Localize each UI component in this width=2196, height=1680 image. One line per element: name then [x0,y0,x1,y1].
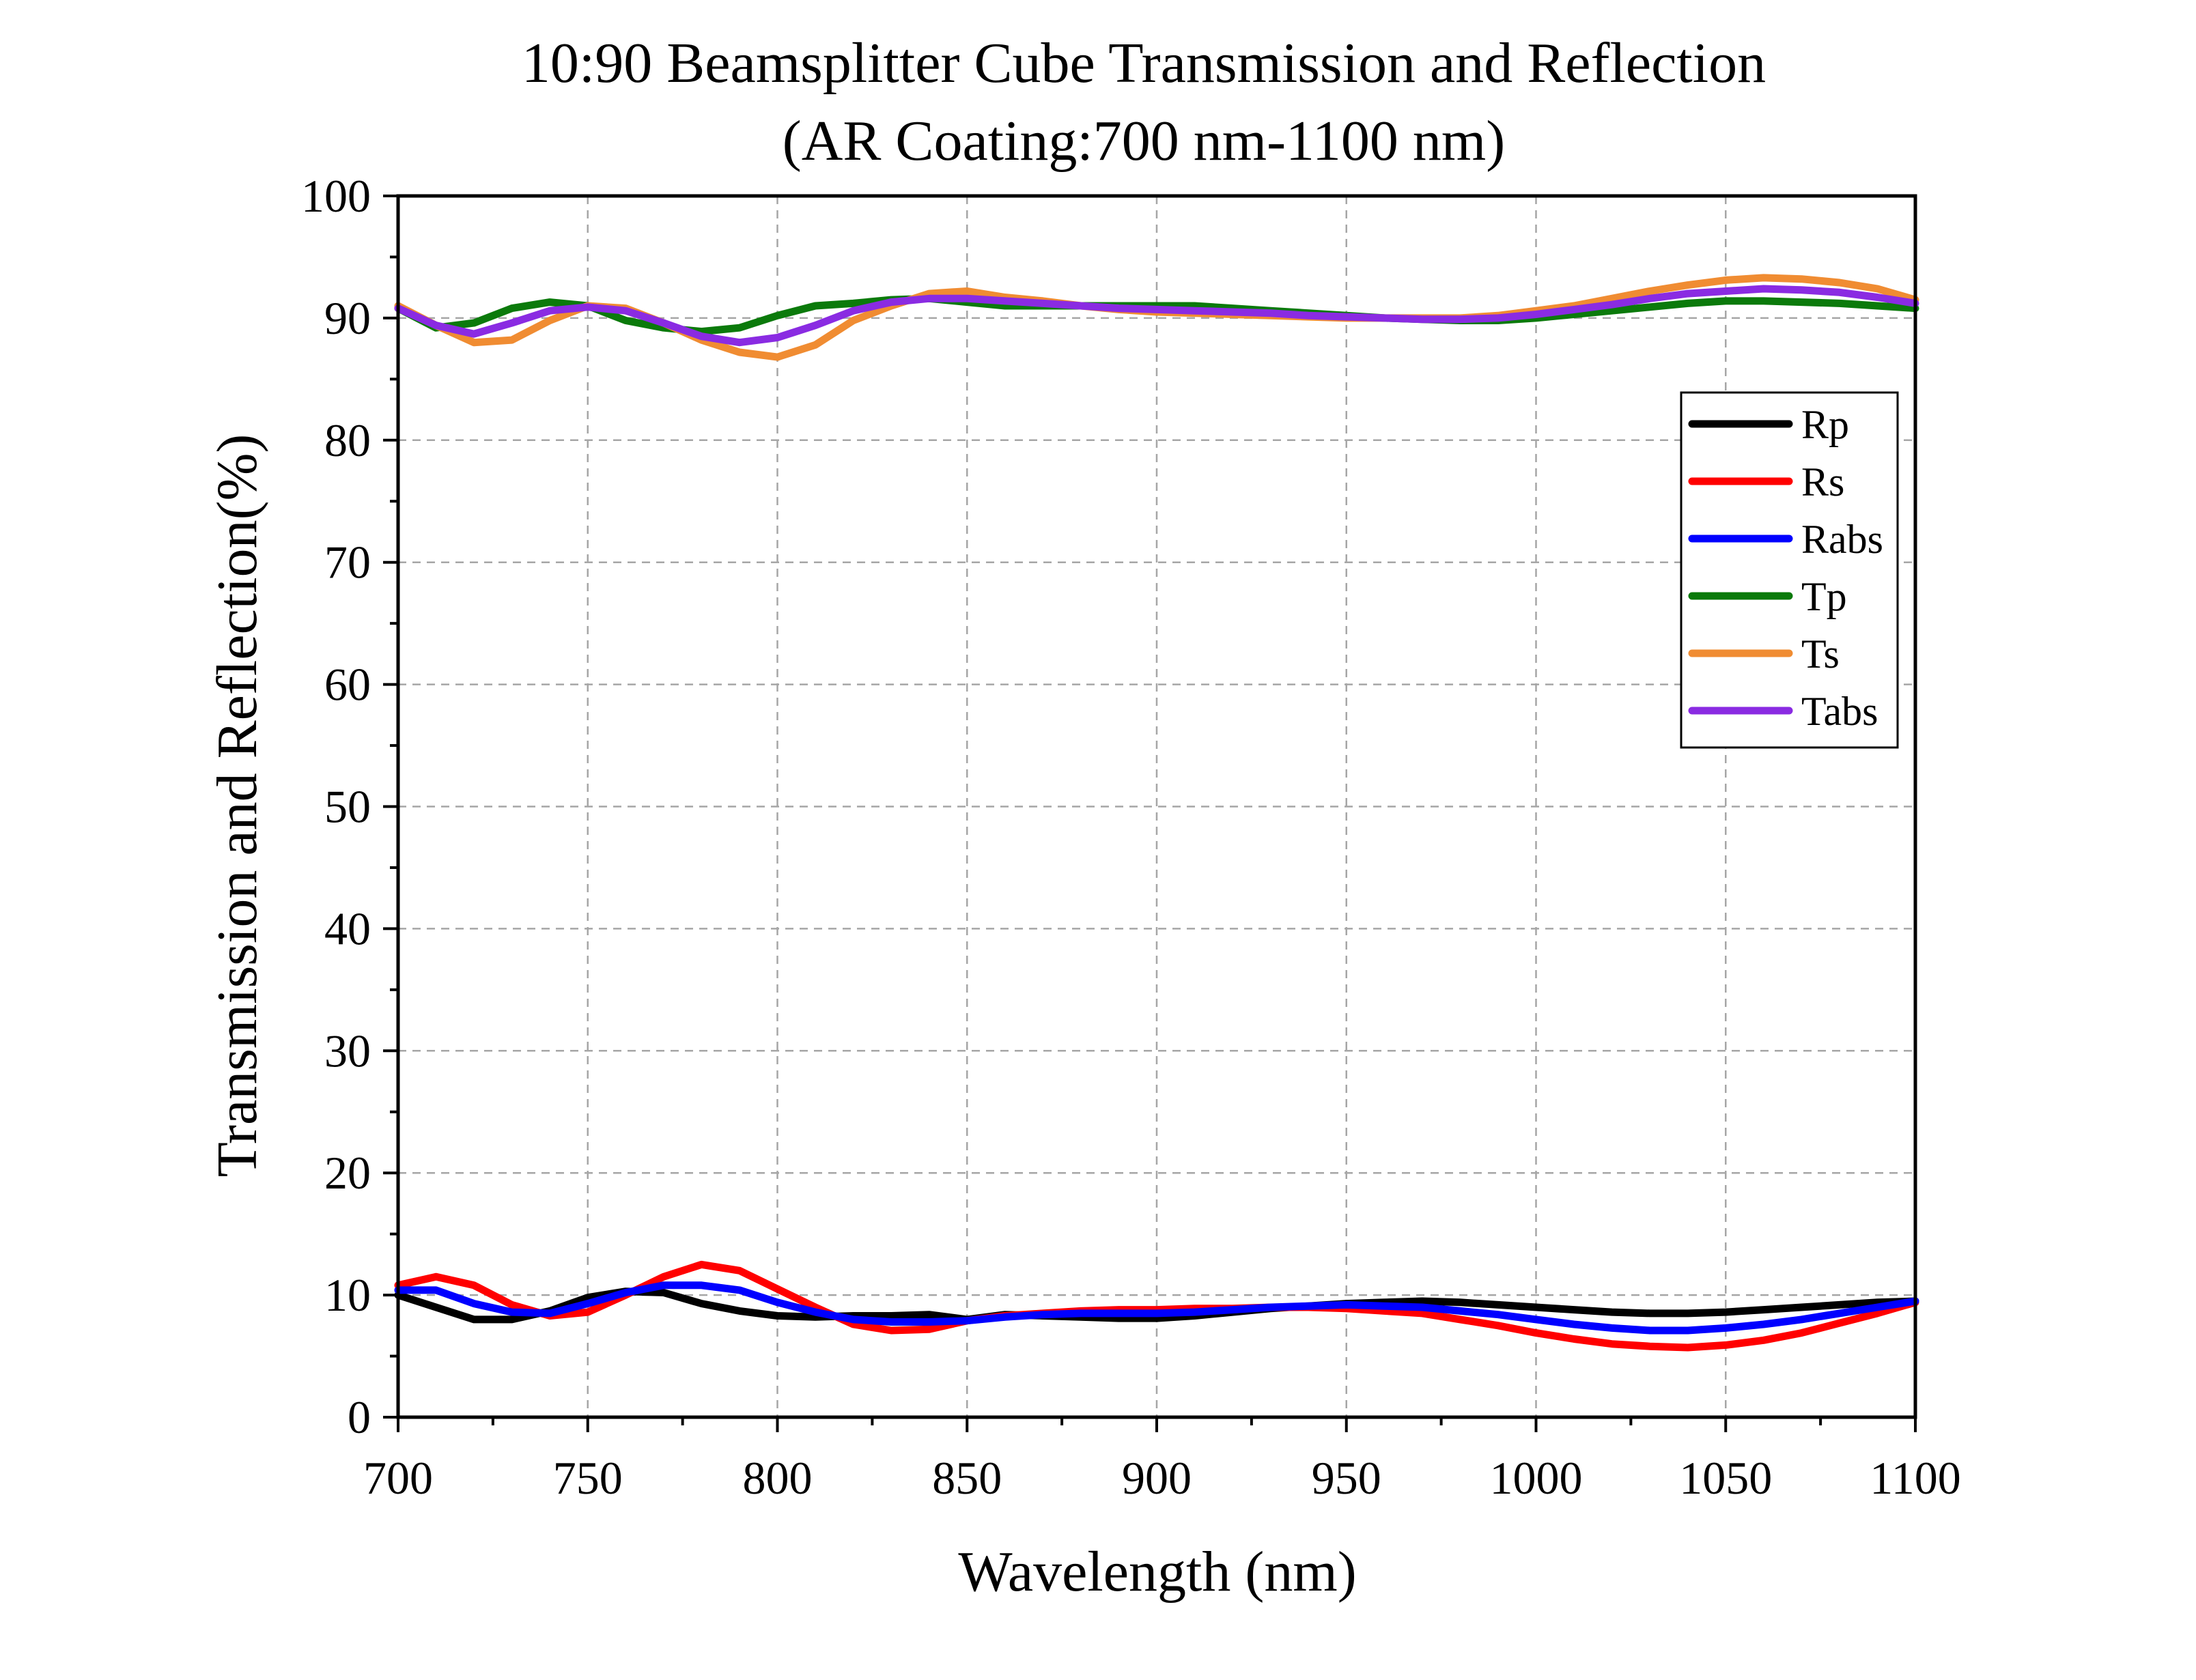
legend-box [1680,391,1899,749]
x-tick-label: 1050 [1679,1452,1772,1504]
y-tick-label: 30 [324,1025,371,1077]
y-tick-label: 50 [324,781,371,833]
tick-labels: 700 750 800 850 900 950 1000 1050 1100 0 10 20 30 40 5… [301,170,1961,1504]
x-axis-title: Wavelength (nm) [958,1540,1356,1604]
x-tick-label: 900 [1122,1452,1192,1504]
series-lines [394,274,1919,1352]
x-tick-label: 700 [363,1452,433,1504]
y-tick-label: 10 [324,1269,371,1321]
y-tick-label: 100 [301,170,371,222]
chart-title-line-2: (AR Coating:700 nm-1100 nm) [783,109,1506,173]
axes [383,194,1917,1432]
legend-label-tabs: Tabs [1801,689,1878,734]
chart-title-line-1: 10:90 Beamsplitter Cube Transmission and… [522,31,1766,95]
legend-label-ts: Ts [1801,631,1840,677]
y-tick-label: 90 [324,292,371,344]
y-axis-title: Transmission and Reflection(%) [206,434,269,1178]
x-tick-label: 850 [932,1452,1002,1504]
legend-label-rabs: Rabs [1801,517,1883,562]
x-tick-label: 750 [553,1452,623,1504]
legend: Rp Rs Rabs Tp Ts Tabs [1680,391,1899,749]
gridlines [398,196,1915,1417]
series-line-rabs [394,1281,1919,1335]
x-tick-label: 800 [743,1452,813,1504]
legend-label-rp: Rp [1801,402,1849,447]
y-tick-label: 60 [324,659,371,711]
x-tick-label: 1000 [1490,1452,1583,1504]
y-tick-label: 70 [324,537,371,588]
legend-label-tp: Tp [1801,574,1847,619]
y-tick-label: 40 [324,902,371,954]
y-tick-label: 20 [324,1147,371,1199]
series-line-rp [394,1287,1919,1324]
y-tick-label: 80 [324,414,371,466]
y-tick-label: 0 [348,1391,371,1443]
x-tick-label: 1100 [1870,1452,1960,1504]
x-tick-label: 950 [1312,1452,1381,1504]
legend-label-rs: Rs [1801,459,1844,504]
series-line-tabs [394,285,1919,347]
